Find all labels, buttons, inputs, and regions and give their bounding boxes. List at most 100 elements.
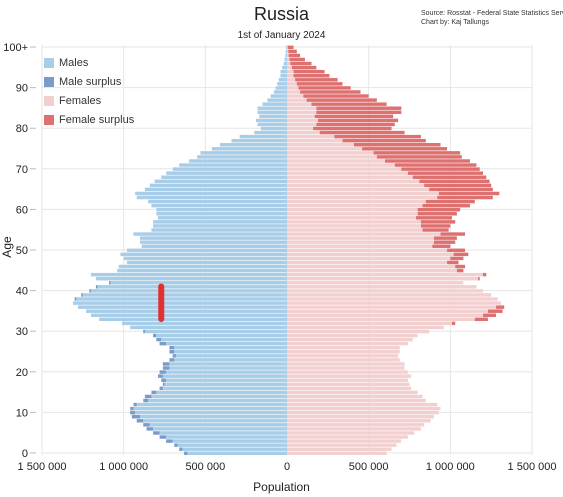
female-bar: [287, 240, 434, 244]
male-bar: [156, 333, 287, 338]
female-bar: [287, 390, 418, 395]
female-surplus-bar: [288, 49, 297, 54]
female-bar: [287, 171, 408, 175]
male-bar: [148, 398, 287, 403]
female-surplus-bar: [456, 268, 464, 273]
male-bar: [135, 410, 287, 415]
female-bar: [287, 82, 297, 86]
male-bar: [174, 350, 287, 354]
male-bar: [166, 378, 287, 382]
y-tick-label: 30: [16, 326, 28, 338]
male-bar: [257, 106, 287, 110]
female-bar: [287, 102, 312, 106]
male-bar: [130, 325, 287, 330]
male-bar: [91, 313, 287, 317]
male-bar: [133, 406, 287, 411]
male-bar: [255, 118, 287, 123]
female-bar: [287, 402, 438, 407]
male-bar: [157, 216, 287, 220]
male-bar: [284, 57, 287, 62]
female-bar: [287, 386, 412, 391]
female-bar: [287, 65, 292, 70]
male-bar: [97, 285, 288, 289]
male-bar: [164, 382, 287, 386]
male-surplus-bar: [151, 390, 157, 395]
female-bar: [287, 264, 456, 269]
male-bar: [174, 358, 287, 362]
legend-label: Female surplus: [59, 113, 135, 126]
male-bar: [182, 447, 287, 451]
male-bar: [220, 143, 287, 147]
female-bar: [287, 427, 421, 431]
legend-item-females: Females: [44, 91, 134, 110]
male-bar: [257, 110, 287, 115]
female-surplus-bar: [424, 183, 492, 188]
female-surplus-bar: [412, 175, 487, 179]
male-bar: [166, 435, 287, 439]
male-surplus-bar: [130, 410, 136, 415]
female-surplus-bar: [434, 236, 457, 240]
legend-label: Males: [59, 56, 89, 69]
chart-title: Russia: [253, 4, 310, 24]
male-bar: [144, 329, 287, 334]
female-bar: [287, 329, 430, 334]
female-bar: [287, 276, 479, 281]
male-bar: [151, 203, 287, 208]
female-bar: [287, 252, 454, 257]
female-bar: [287, 370, 408, 374]
male-surplus-bar: [161, 378, 167, 382]
male-surplus-bar: [156, 337, 162, 342]
male-bar: [172, 439, 287, 443]
female-surplus-bar: [483, 313, 497, 317]
male-surplus-bar: [153, 333, 157, 338]
male-bar: [123, 256, 288, 261]
female-bar: [287, 118, 319, 123]
female-bar: [287, 406, 441, 411]
female-surplus-bar: [483, 272, 487, 277]
male-bar: [166, 171, 287, 175]
male-bar: [267, 98, 287, 102]
male-bar: [260, 126, 287, 131]
x-tick-label: 0: [284, 461, 290, 473]
male-bar: [187, 451, 287, 455]
female-surplus-bar: [293, 74, 330, 78]
male-surplus-bar: [174, 443, 178, 447]
male-bar: [277, 82, 287, 86]
female-surplus-bar: [362, 147, 448, 151]
female-bar: [287, 183, 425, 188]
female-bar: [287, 293, 492, 297]
male-bar: [149, 423, 287, 427]
male-surplus-bar: [74, 297, 77, 301]
male-surplus-bar: [169, 350, 175, 354]
female-surplus-bar: [450, 256, 464, 261]
y-tick-label: 100+: [3, 42, 28, 54]
y-tick-label: 70: [16, 164, 28, 176]
male-bar: [200, 151, 287, 155]
female-surplus-bar: [422, 203, 470, 208]
female-bar: [287, 398, 426, 403]
female-bar: [287, 151, 374, 155]
female-bar: [287, 423, 425, 427]
female-bar: [287, 163, 395, 167]
y-tick-label: 10: [16, 407, 28, 419]
legend-label: Females: [59, 94, 102, 107]
male-bar: [140, 236, 287, 240]
y-tick-label: 20: [16, 367, 28, 379]
male-bar: [156, 390, 287, 395]
female-bar: [287, 98, 307, 102]
legend-swatch: [44, 57, 54, 68]
male-bar: [282, 65, 287, 70]
female-bar: [287, 325, 444, 330]
male-surplus-bar: [159, 435, 167, 439]
male-bar: [122, 321, 288, 326]
female-bar: [287, 207, 418, 212]
female-bar: [287, 203, 423, 208]
female-bar: [287, 362, 405, 366]
female-surplus-bar: [496, 305, 505, 309]
female-surplus-bar: [300, 90, 361, 94]
female-bar: [287, 374, 412, 378]
bars: [73, 45, 505, 455]
female-bar: [287, 61, 291, 66]
female-bar: [287, 447, 392, 451]
female-bar: [287, 281, 464, 285]
